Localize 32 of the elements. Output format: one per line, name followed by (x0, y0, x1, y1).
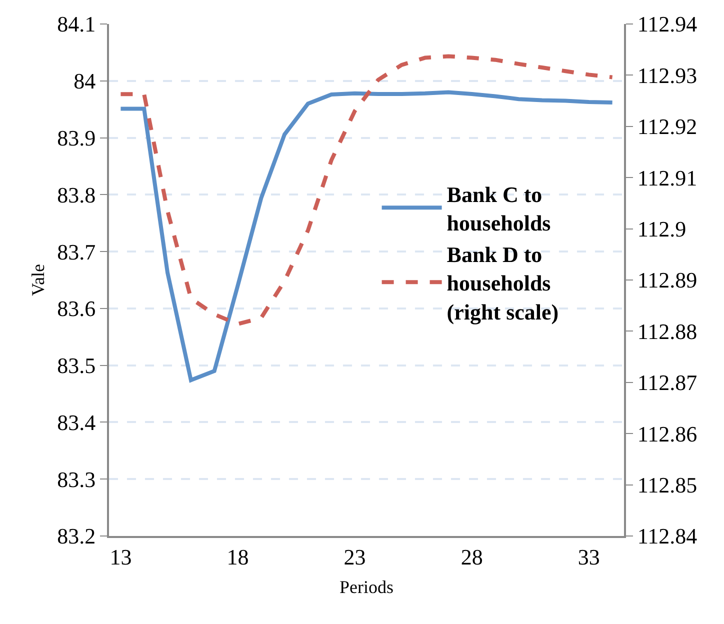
y2-tick-label: 112.9 (637, 216, 686, 242)
y2-tick-label: 112.93 (637, 62, 698, 88)
y-tick-label: 83.4 (57, 410, 96, 435)
legend-label: Bank D to households (right scale) (446, 242, 559, 324)
y2-tick-label: 112.86 (637, 421, 698, 446)
y-tick-label: 83.8 (57, 182, 96, 208)
x-tick-label: 28 (460, 544, 483, 570)
line-series (118, 54, 614, 326)
y2-tick-label: 112.94 (637, 12, 698, 37)
y-tick-label: 83.6 (57, 296, 96, 322)
y2-tick-label: 112.92 (637, 114, 698, 140)
y-axis-title: Vale (28, 264, 48, 296)
y2-tick-label: 112.87 (637, 370, 698, 396)
x-tick-label: 33 (578, 544, 600, 570)
y-tick-label: 83.2 (57, 524, 96, 549)
x-tick-label: 23 (344, 544, 366, 570)
y-tick-label: 83.9 (57, 125, 96, 150)
x-axis-title: Periods (340, 577, 394, 597)
y2-tick-label: 112.88 (637, 318, 698, 344)
y-tick-label: 84.1 (57, 12, 96, 37)
legend-label: Bank C to households (446, 182, 552, 236)
x-tick-label: 13 (110, 544, 132, 570)
y-tick-label: 84 (74, 68, 96, 94)
y-tick-label: 83.3 (57, 466, 96, 492)
y-tick-label: 83.5 (57, 353, 96, 378)
y2-tick-label: 112.84 (637, 524, 698, 549)
y2-tick-label: 112.85 (637, 472, 698, 498)
line-series (118, 90, 614, 382)
x-tick-label: 18 (226, 544, 249, 570)
y2-tick-label: 112.91 (637, 165, 698, 190)
y-tick-label: 83.7 (57, 239, 96, 264)
y2-tick-label: 112.89 (637, 268, 698, 293)
